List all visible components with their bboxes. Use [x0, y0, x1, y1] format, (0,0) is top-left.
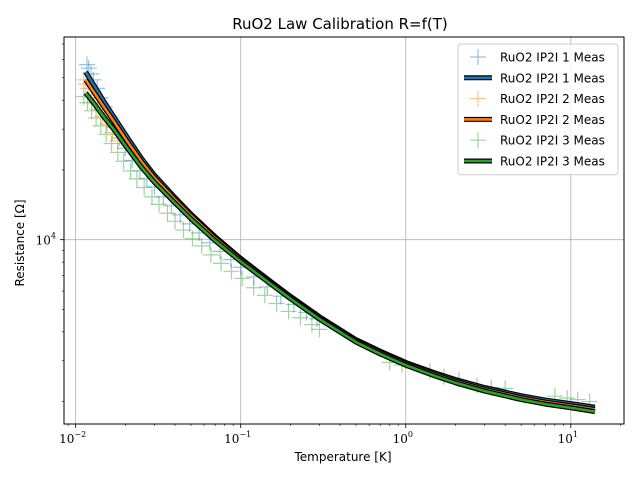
legend-label: RuO2 IP2I 3 Meas [500, 134, 605, 148]
legend-label: RuO2 IP2I 3 Meas [500, 155, 605, 169]
x-tick-label-base: 10 [59, 432, 74, 446]
x-tick-label-base: 10 [224, 432, 239, 446]
scatter-point [175, 222, 192, 239]
scatter-point [92, 117, 109, 134]
legend-label: RuO2 IP2I 2 Meas [500, 113, 605, 127]
legend-scatter-marker [470, 49, 486, 65]
legend-scatter-marker [470, 90, 486, 107]
scatter-point [143, 188, 160, 205]
scatter-point [88, 110, 105, 127]
scatter-point [223, 263, 240, 280]
legend-label: RuO2 IP2I 2 Meas [500, 92, 605, 106]
scatter-point [292, 309, 309, 326]
x-tick-label-base: 10 [558, 432, 573, 446]
x-axis-label: Temperature [K] [293, 450, 391, 464]
scatter-point [159, 205, 176, 222]
scatter-point [98, 126, 115, 143]
scatter-point [115, 153, 132, 170]
scatter-point [167, 213, 184, 230]
x-tick-label-exponent: −2 [74, 430, 86, 439]
scatter-point [78, 56, 95, 73]
y-axis-label: Resistance [Ω] [13, 199, 27, 286]
y-tick-label-base: 10 [36, 234, 51, 248]
scatter-point [256, 287, 273, 304]
x-tick-label-base: 10 [393, 432, 408, 446]
x-tick-label-exponent: 1 [573, 430, 578, 439]
series-line [84, 92, 596, 413]
legend-box [457, 43, 619, 176]
x-tick-label-exponent: 0 [408, 430, 413, 439]
plot-area [75, 56, 598, 415]
y-tick-label-exponent: 4 [51, 232, 56, 241]
scatter-point [268, 295, 285, 312]
legend-label: RuO2 IP2I 1 Meas [500, 51, 605, 65]
scatter-point [122, 162, 139, 179]
axes-frame [63, 36, 625, 425]
scatter-point [213, 255, 230, 272]
scatter-point [109, 144, 126, 161]
scatter-point [193, 237, 210, 254]
scatter-point [136, 179, 153, 196]
x-tick-label: 10−1 [224, 430, 251, 446]
scatter-point [184, 230, 201, 247]
scatter-point [303, 316, 320, 333]
chart-title: RuO2 Law Calibration R=f(T) [232, 15, 447, 33]
scatter-point [128, 170, 145, 187]
scatter-point [202, 246, 219, 263]
scatter-point [151, 196, 168, 213]
x-tick-label: 101 [558, 430, 578, 446]
legend-label: RuO2 IP2I 1 Meas [500, 71, 605, 85]
x-tick-label-exponent: −1 [239, 430, 251, 439]
x-tick-label: 100 [393, 430, 413, 446]
legend: RuO2 IP2I 1 Meas RuO2 IP2I 1 Meas RuO2 IP2… [457, 43, 619, 176]
scatter-point [103, 135, 120, 152]
legend-scatter-marker [470, 132, 486, 149]
scatter-point [234, 270, 251, 287]
scatter-point [280, 303, 297, 320]
scatter-point [311, 321, 328, 338]
scatter-point [245, 279, 262, 296]
y-tick-label: 104 [36, 232, 56, 248]
x-tick-label: 10−2 [59, 430, 86, 446]
